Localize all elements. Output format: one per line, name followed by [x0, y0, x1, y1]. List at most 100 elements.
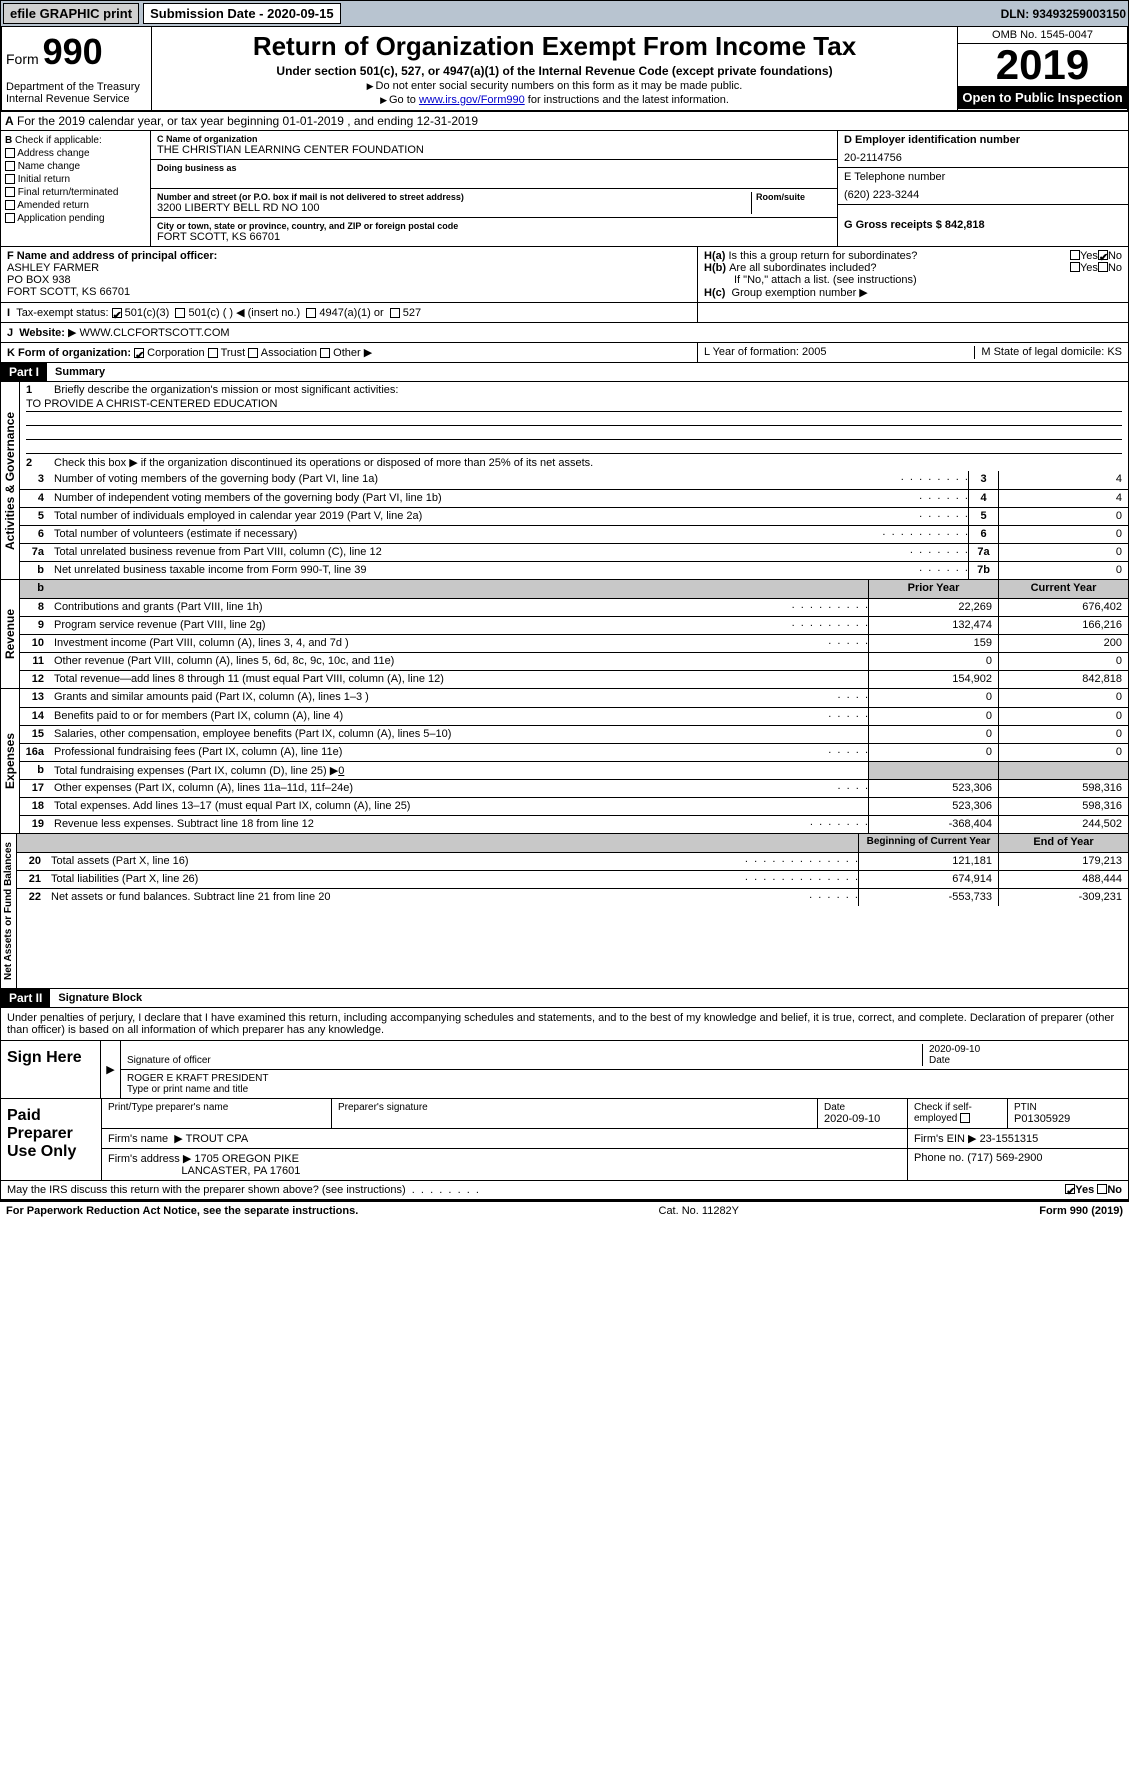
discuss-yes-label: Yes [1075, 1184, 1094, 1196]
phone-value: (620) 223-3244 [844, 189, 1122, 201]
end-year-hdr: End of Year [998, 834, 1128, 852]
ptin-hdr: PTIN [1014, 1102, 1122, 1113]
org-name: THE CHRISTIAN LEARNING CENTER FOUNDATION [157, 144, 831, 156]
name-title-label: Type or print name and title [127, 1084, 1122, 1095]
527-label: 527 [403, 307, 421, 319]
name-change-label: Name change [18, 161, 80, 172]
sig-date-label: Date [929, 1055, 1122, 1066]
p18: 523,306 [868, 798, 998, 815]
initial-return-checkbox[interactable] [5, 174, 15, 184]
ein-value: 20-2114756 [844, 152, 1122, 164]
ha-yes-checkbox[interactable] [1070, 250, 1080, 260]
b21: 674,914 [858, 871, 998, 888]
firm-name: TROUT CPA [186, 1133, 249, 1145]
amended-return-checkbox[interactable] [5, 200, 15, 210]
application-pending-label: Application pending [17, 213, 104, 224]
net-assets-label: Net Assets or Fund Balances [1, 834, 16, 988]
e20: 179,213 [998, 853, 1128, 870]
hb-no-checkbox[interactable] [1098, 262, 1108, 272]
p14: 0 [868, 708, 998, 725]
paid-preparer-label: Paid Preparer Use Only [1, 1099, 101, 1180]
501c-checkbox[interactable] [175, 308, 185, 318]
prep-name-hdr: Print/Type preparer's name [108, 1102, 325, 1113]
p9: 132,474 [868, 617, 998, 634]
discuss-q: May the IRS discuss this return with the… [7, 1184, 406, 1196]
self-employed-checkbox[interactable] [960, 1113, 970, 1123]
governance-label: Activities & Governance [1, 382, 19, 579]
501c-label: 501(c) ( ) ◀ (insert no.) [188, 307, 300, 319]
l13: Grants and similar amounts paid (Part IX… [48, 689, 837, 707]
department: Department of the Treasury Internal Reve… [6, 81, 147, 105]
4947-checkbox[interactable] [306, 308, 316, 318]
final-return-label: Final return/terminated [18, 187, 119, 198]
subordinates-q: Are all subordinates included? [729, 262, 1070, 274]
hb-note: If "No," attach a list. (see instruction… [704, 274, 1122, 286]
net-assets-section: Net Assets or Fund Balances Beginning of… [0, 834, 1129, 989]
l11: Other revenue (Part VIII, column (A), li… [48, 653, 868, 670]
addr-label: Number and street (or P.O. box if mail i… [157, 192, 751, 202]
firm-phone: (717) 569-2900 [967, 1152, 1042, 1164]
begin-year-hdr: Beginning of Current Year [858, 834, 998, 852]
hb-yes-checkbox[interactable] [1070, 262, 1080, 272]
corp-checkbox[interactable]: ✔ [134, 348, 144, 358]
prep-sig-hdr: Preparer's signature [338, 1102, 811, 1113]
application-pending-checkbox[interactable] [5, 213, 15, 223]
p17: 523,306 [868, 780, 998, 797]
form-org-label: K Form of organization: [7, 347, 131, 359]
page-footer: For Paperwork Reduction Act Notice, see … [0, 1200, 1129, 1220]
name-change-checkbox[interactable] [5, 161, 15, 171]
city-state-zip: FORT SCOTT, KS 66701 [157, 231, 831, 243]
discuss-yes-checkbox[interactable]: ✔ [1065, 1184, 1075, 1194]
trust-checkbox[interactable] [208, 348, 218, 358]
ptin-value: P01305929 [1014, 1113, 1122, 1125]
amended-return-label: Amended return [17, 200, 89, 211]
paid-preparer-section: Paid Preparer Use Only Print/Type prepar… [0, 1099, 1129, 1181]
note-ssn: Do not enter social security numbers on … [156, 80, 953, 92]
efile-button[interactable]: efile GRAPHIC print [3, 3, 139, 24]
4947-label: 4947(a)(1) or [319, 307, 383, 319]
expenses-label: Expenses [1, 689, 19, 833]
l9: Program service revenue (Part VIII, line… [48, 617, 792, 634]
form-header: Form 990 Department of the Treasury Inte… [0, 27, 1129, 112]
c14: 0 [998, 708, 1128, 725]
c9: 166,216 [998, 617, 1128, 634]
l17: Other expenses (Part IX, column (A), lin… [48, 780, 837, 797]
prep-date: 2020-09-10 [824, 1113, 901, 1125]
part1-header: Part I Summary [0, 363, 1129, 382]
v7a: 0 [998, 544, 1128, 561]
instructions-link[interactable]: www.irs.gov/Form990 [419, 94, 525, 106]
p12: 154,902 [868, 671, 998, 688]
l12: Total revenue—add lines 8 through 11 (mu… [48, 671, 868, 688]
e22: -309,231 [998, 889, 1128, 906]
v6: 0 [998, 526, 1128, 543]
sign-here-section: Sign Here ▶ Signature of officer 2020-09… [0, 1041, 1129, 1099]
discuss-no-checkbox[interactable] [1097, 1184, 1107, 1194]
firm-ein: 23-1551315 [980, 1133, 1039, 1145]
c16a: 0 [998, 744, 1128, 761]
form-ref: Form 990 (2019) [1039, 1205, 1123, 1217]
l19: Revenue less expenses. Subtract line 18 … [48, 816, 810, 833]
c10: 200 [998, 635, 1128, 652]
ha-no-checkbox[interactable]: ✔ [1098, 250, 1108, 260]
final-return-checkbox[interactable] [5, 187, 15, 197]
firm-addr2: LANCASTER, PA 17601 [181, 1165, 300, 1177]
prior-year-hdr: Prior Year [868, 580, 998, 598]
v3: 4 [998, 471, 1128, 489]
declaration: Under penalties of perjury, I declare th… [0, 1008, 1129, 1041]
other-checkbox[interactable] [320, 348, 330, 358]
q1: Briefly describe the organization's miss… [54, 384, 1122, 396]
form-number: 990 [43, 31, 103, 72]
l14: Benefits paid to or for members (Part IX… [48, 708, 828, 725]
q7b: Net unrelated business taxable income fr… [48, 562, 919, 579]
assoc-checkbox[interactable] [248, 348, 258, 358]
527-checkbox[interactable] [390, 308, 400, 318]
tax-year-range: For the 2019 calendar year, or tax year … [17, 114, 478, 128]
current-year-hdr: Current Year [998, 580, 1128, 598]
c12: 842,818 [998, 671, 1128, 688]
501c3-checkbox[interactable]: ✔ [112, 308, 122, 318]
q5: Total number of individuals employed in … [48, 508, 919, 525]
initial-return-label: Initial return [18, 174, 70, 185]
b20: 121,181 [858, 853, 998, 870]
c19: 244,502 [998, 816, 1128, 833]
address-change-checkbox[interactable] [5, 148, 15, 158]
